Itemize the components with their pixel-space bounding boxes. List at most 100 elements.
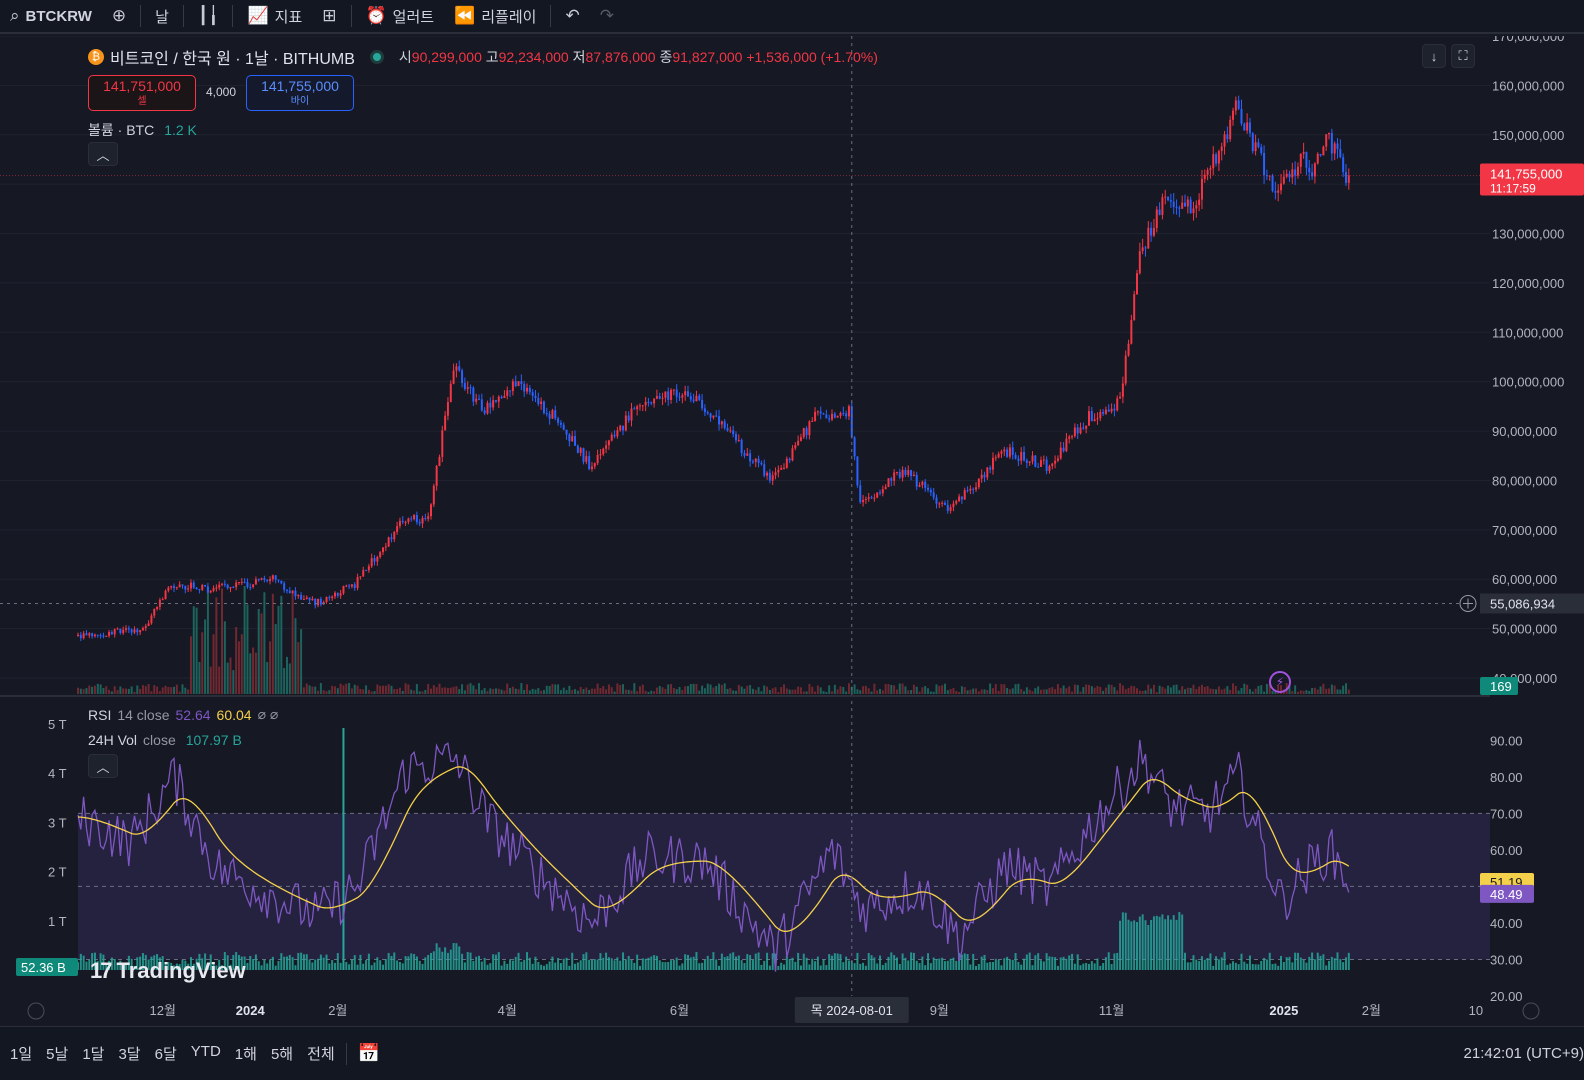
volume-bar [475, 689, 478, 694]
candle [1311, 172, 1314, 177]
candle [1073, 427, 1076, 437]
volume-24h-bar [201, 958, 204, 970]
goto-date-button[interactable]: 📅 [351, 1043, 387, 1064]
undo-button[interactable]: ↶ [555, 0, 589, 33]
symbol-search-button[interactable]: ⌕ BTCKRW [0, 0, 102, 33]
volume-24h-bar [1039, 960, 1042, 970]
volume-24h-bar [562, 958, 565, 970]
symbol-title[interactable]: 비트코인 / 한국 원 · 1날 · BITHUMB [110, 51, 355, 68]
volume-24h-bar [198, 953, 201, 970]
candle [864, 498, 867, 500]
chart-svg[interactable]: 170,000,000160,000,000150,000,000140,000… [0, 29, 1584, 1024]
sell-button[interactable]: 141,751,000 셀 [88, 75, 196, 111]
rsi-label[interactable]: RSI [88, 706, 112, 723]
volume-bar [958, 691, 961, 694]
layout-button[interactable]: ⊞ [312, 0, 346, 33]
volume-24h-bar [1192, 955, 1195, 970]
replay-button[interactable]: ⏪ 리플레이 [444, 0, 546, 33]
candle [212, 588, 215, 591]
range-3m-button[interactable]: 3달 [118, 1046, 141, 1063]
range-ytd-button[interactable]: YTD [190, 1043, 221, 1060]
volume-24h-bar [1096, 958, 1099, 970]
volume-bar [1336, 689, 1339, 694]
candle [737, 439, 740, 441]
range-1m-button[interactable]: 1달 [82, 1046, 105, 1063]
range-1d-button[interactable]: 1일 [10, 1046, 33, 1063]
volume-bar [353, 684, 356, 694]
volume-bar [379, 685, 382, 694]
chart-type-button[interactable]: ┃╽ [188, 0, 228, 33]
range-all-button[interactable]: 전체 [307, 1046, 335, 1063]
collapse-rsi-legend-button[interactable]: ︿ [88, 754, 118, 778]
lightning-icon[interactable]: ⚡ [1269, 671, 1291, 693]
volume-24h-bar [1056, 965, 1059, 970]
interval-button[interactable]: 날 [145, 0, 179, 33]
toolbar-divider [182, 5, 184, 27]
vol24-badge [16, 958, 78, 976]
volume-24h-bar [1217, 959, 1220, 970]
volume-bar [1220, 689, 1223, 694]
volume-24h-bar [1328, 960, 1331, 970]
volume-24h-bar [960, 954, 963, 970]
candle [1302, 152, 1305, 154]
buy-button[interactable]: 141,755,000 바이 [246, 75, 354, 111]
candle [418, 522, 421, 524]
volume-24h-bar [1294, 952, 1297, 970]
volume-axis: 5 T 4 T 3 T 2 T 1 T 52.36 B [16, 717, 78, 976]
volume-24h-bar [277, 961, 280, 970]
candle [1178, 207, 1181, 209]
volume-24h-bar [1316, 952, 1319, 970]
maximize-button[interactable]: ⛶ [1451, 44, 1475, 68]
compare-button[interactable]: ⊕ [102, 0, 136, 33]
candle [743, 453, 746, 456]
volume-bar [647, 691, 650, 694]
volume-bar [141, 685, 144, 694]
range-1y-button[interactable]: 1해 [234, 1046, 257, 1063]
volume-24h-bar [681, 963, 684, 970]
candle [455, 366, 458, 371]
candle [1042, 459, 1045, 461]
candles-icon: ┃╽ [197, 6, 219, 25]
volume-24h-bar [291, 957, 294, 970]
volume-24h-bar [1333, 958, 1336, 970]
redo-button[interactable]: ↷ [590, 0, 624, 33]
collapse-legend-button[interactable]: ︿ [88, 142, 118, 166]
range-6m-button[interactable]: 6달 [154, 1046, 177, 1063]
volume-bar [212, 634, 215, 694]
chart-area[interactable]: 170,000,000160,000,000150,000,000140,000… [0, 29, 1584, 1024]
vol24-label[interactable]: 24H Vol [88, 732, 138, 748]
volume-bar [1302, 690, 1305, 694]
volume-24h-bar [1090, 961, 1093, 970]
volume-24h-bar [1023, 958, 1026, 970]
alerts-button[interactable]: ⏰ 얼러트 [356, 0, 445, 33]
volume-24h-bar [531, 963, 534, 970]
range-5y-button[interactable]: 5해 [270, 1046, 294, 1063]
candle [441, 430, 444, 457]
volume-bar [150, 691, 153, 694]
candle [215, 587, 218, 589]
alerts-label: 얼러트 [392, 8, 435, 26]
indicators-button[interactable]: 📈 지표 [237, 0, 312, 33]
volume-24h-bar [404, 956, 407, 970]
volume-bar [641, 684, 644, 694]
candle [644, 401, 647, 406]
range-5d-button[interactable]: 5날 [46, 1046, 69, 1063]
volume-bar [1319, 686, 1322, 694]
candle [574, 436, 577, 446]
volume-24h-bar [836, 953, 839, 970]
candle [300, 594, 303, 600]
candle [274, 575, 277, 580]
volume-bar [181, 684, 184, 694]
volume-24h-bar [602, 957, 605, 970]
tradingview-logo[interactable]: 17 TradingView [90, 958, 246, 984]
volume-bar [754, 689, 757, 694]
volume-bar [173, 686, 176, 694]
indicators-label: 지표 [274, 8, 303, 26]
clock[interactable]: 21:42:01 (UTC+9) [1463, 1045, 1584, 1062]
volume-bar [850, 686, 853, 694]
scroll-down-button[interactable]: ↓ [1422, 44, 1446, 68]
candle [672, 389, 675, 391]
volume-24h-bar [91, 953, 94, 970]
volume-24h-bar [226, 955, 229, 970]
volume-bar [164, 685, 167, 694]
